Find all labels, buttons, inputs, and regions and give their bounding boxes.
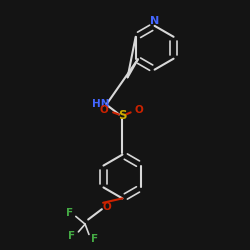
Text: O: O: [134, 105, 143, 115]
Text: F: F: [91, 234, 98, 244]
Text: S: S: [118, 110, 127, 122]
Text: N: N: [150, 16, 159, 26]
Text: O: O: [102, 202, 111, 212]
Text: F: F: [66, 208, 73, 218]
Text: O: O: [100, 105, 108, 115]
Text: F: F: [68, 231, 75, 241]
Text: HN: HN: [92, 100, 109, 110]
